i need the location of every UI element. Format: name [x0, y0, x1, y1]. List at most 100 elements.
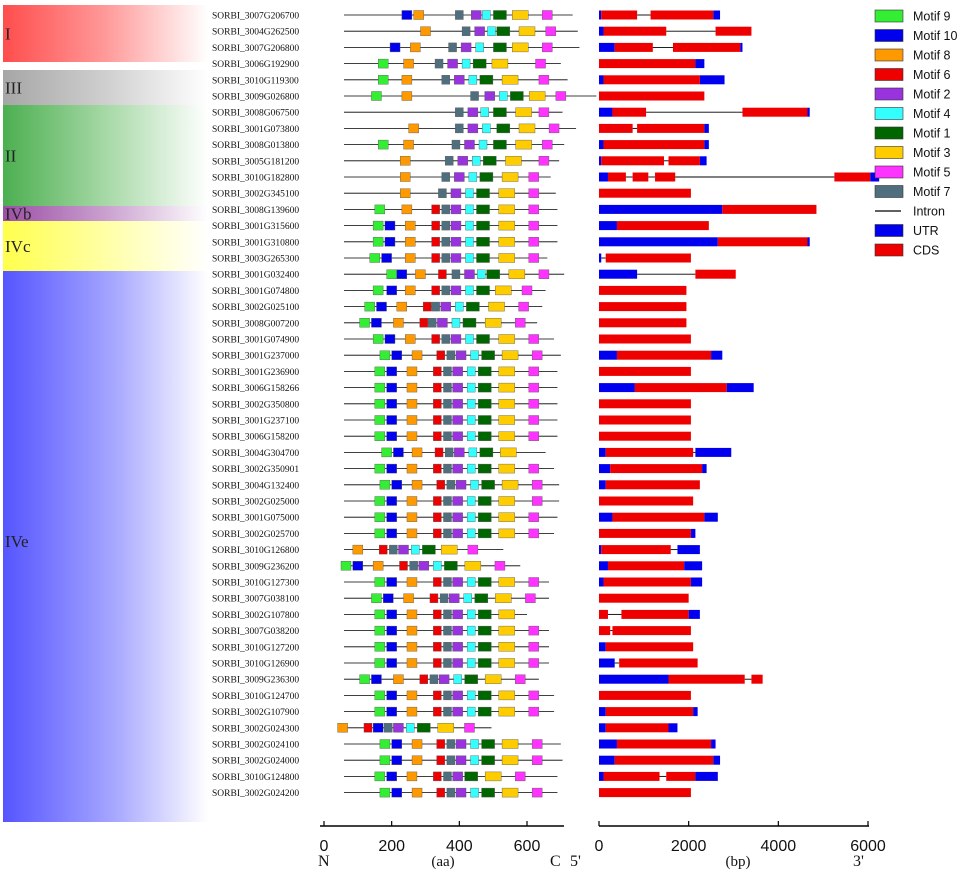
legend-label: Motif 10	[913, 29, 958, 43]
motif-row	[344, 544, 504, 555]
cds-box	[603, 140, 705, 150]
cds-box	[603, 26, 667, 36]
motif-box-m9	[372, 334, 384, 344]
motif-box-m5	[528, 253, 539, 263]
gene-label: SORBI_3001G237100	[212, 417, 299, 427]
motif-row	[344, 107, 563, 117]
gene-structure-row	[599, 545, 700, 555]
motif-box-m2	[449, 593, 460, 603]
cds-box	[603, 75, 700, 85]
motif-row	[344, 463, 555, 474]
cds-box	[599, 366, 691, 376]
motif-row	[344, 334, 555, 344]
motif-box-m3	[498, 642, 515, 652]
motif-box-m4	[468, 172, 478, 182]
motif-box-m1	[483, 156, 497, 166]
motif-box-m10	[352, 561, 364, 571]
motif-box-m8	[400, 172, 411, 182]
motif-box-m9	[372, 220, 384, 231]
motif-box-m3	[498, 415, 515, 425]
gene-structure-row	[599, 285, 687, 295]
motif-box-m3	[498, 382, 515, 393]
cds-box	[614, 755, 714, 765]
motif-box-m3	[498, 690, 515, 701]
gene-structure-row	[599, 626, 691, 636]
motif-box-m2	[455, 350, 467, 360]
motif-box-m7	[443, 690, 452, 701]
utr-box	[599, 26, 604, 36]
motif-box-m3	[518, 26, 536, 36]
utr-box	[599, 577, 604, 587]
motif-box-m1	[464, 771, 478, 782]
motif-box-m9	[379, 787, 391, 798]
motif-box-m4	[466, 528, 476, 539]
motif-box-m8	[406, 366, 418, 377]
legend-item-intron: Intron	[875, 205, 945, 219]
motif-box-m2	[452, 528, 463, 539]
utr-box	[599, 107, 613, 117]
gene-axis-end-label: 3'	[853, 853, 864, 870]
gene-structure-row	[599, 496, 694, 506]
motif-box-m4	[499, 91, 508, 101]
gene-structure-row	[599, 269, 736, 279]
motif-box-m1	[478, 431, 492, 441]
motif-box-m1	[478, 399, 492, 409]
motif-box-m6	[433, 528, 442, 539]
motif-box-m7	[389, 544, 398, 555]
motif-box-m8	[406, 496, 418, 506]
legend-label: Motif 2	[913, 88, 951, 102]
legend-item-m1: Motif 1	[874, 126, 951, 141]
motif-box-m5	[528, 334, 539, 344]
motif-box-m5	[535, 58, 546, 69]
cds-box	[607, 561, 685, 571]
clade-label-ivb: IVb	[5, 205, 31, 224]
motif-box-m6	[433, 609, 442, 620]
gene-label: SORBI_3010G124700	[212, 692, 299, 702]
clade-label-i: I	[5, 25, 11, 44]
legend-swatch	[874, 126, 904, 140]
motif-box-m3	[512, 10, 529, 20]
gene-structure-row	[599, 480, 700, 490]
motif-box-m10	[386, 577, 397, 587]
motif-box-m8	[410, 42, 421, 53]
motif-row	[344, 658, 549, 668]
legend-item-m8: Motif 8	[874, 49, 951, 63]
motif-box-m3	[515, 139, 532, 150]
legend-item-m7: Motif 7	[874, 185, 951, 199]
motif-box-m5	[528, 382, 539, 393]
motif-box-m2	[447, 58, 458, 69]
utr-box	[668, 723, 678, 733]
utr-box	[599, 545, 602, 555]
motif-box-m10	[386, 415, 397, 425]
motif-box-m4	[466, 658, 476, 668]
gene-label: SORBI_3009G236300	[212, 676, 299, 686]
cds-box	[599, 788, 691, 798]
legend-swatch	[874, 87, 904, 101]
motif-box-m10	[396, 269, 408, 279]
legend-label: UTR	[913, 224, 939, 238]
motif-row	[344, 139, 565, 150]
gene-structure-row	[599, 577, 703, 587]
motif-box-m2	[440, 301, 451, 312]
motif-box-m8	[411, 787, 423, 798]
motif-box-m7	[461, 26, 471, 36]
motif-row	[344, 739, 561, 749]
gene-structure-row	[599, 561, 703, 571]
motif-box-m4	[465, 253, 474, 263]
motif-box-m8	[406, 399, 418, 409]
motif-box-m5	[528, 528, 539, 539]
utr-box	[599, 253, 602, 263]
motif-box-m2	[467, 107, 479, 117]
gene-label: SORBI_3010G126900	[212, 660, 299, 670]
motif-box-m5	[528, 690, 539, 701]
motif-box-m9	[381, 447, 392, 458]
motif-box-m7	[443, 431, 452, 441]
cds-box	[599, 415, 691, 425]
cds-box	[612, 512, 705, 522]
motif-box-m10	[384, 237, 396, 247]
utr-box	[690, 528, 696, 538]
motif-box-m9	[374, 431, 386, 441]
motif-box-m4	[465, 285, 474, 296]
cds-box	[610, 464, 703, 474]
utr-box	[599, 464, 611, 474]
